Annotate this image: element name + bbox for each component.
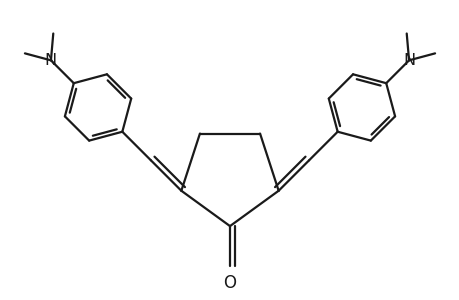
- Text: O: O: [223, 274, 236, 292]
- Text: N: N: [45, 53, 57, 68]
- Text: N: N: [402, 53, 414, 68]
